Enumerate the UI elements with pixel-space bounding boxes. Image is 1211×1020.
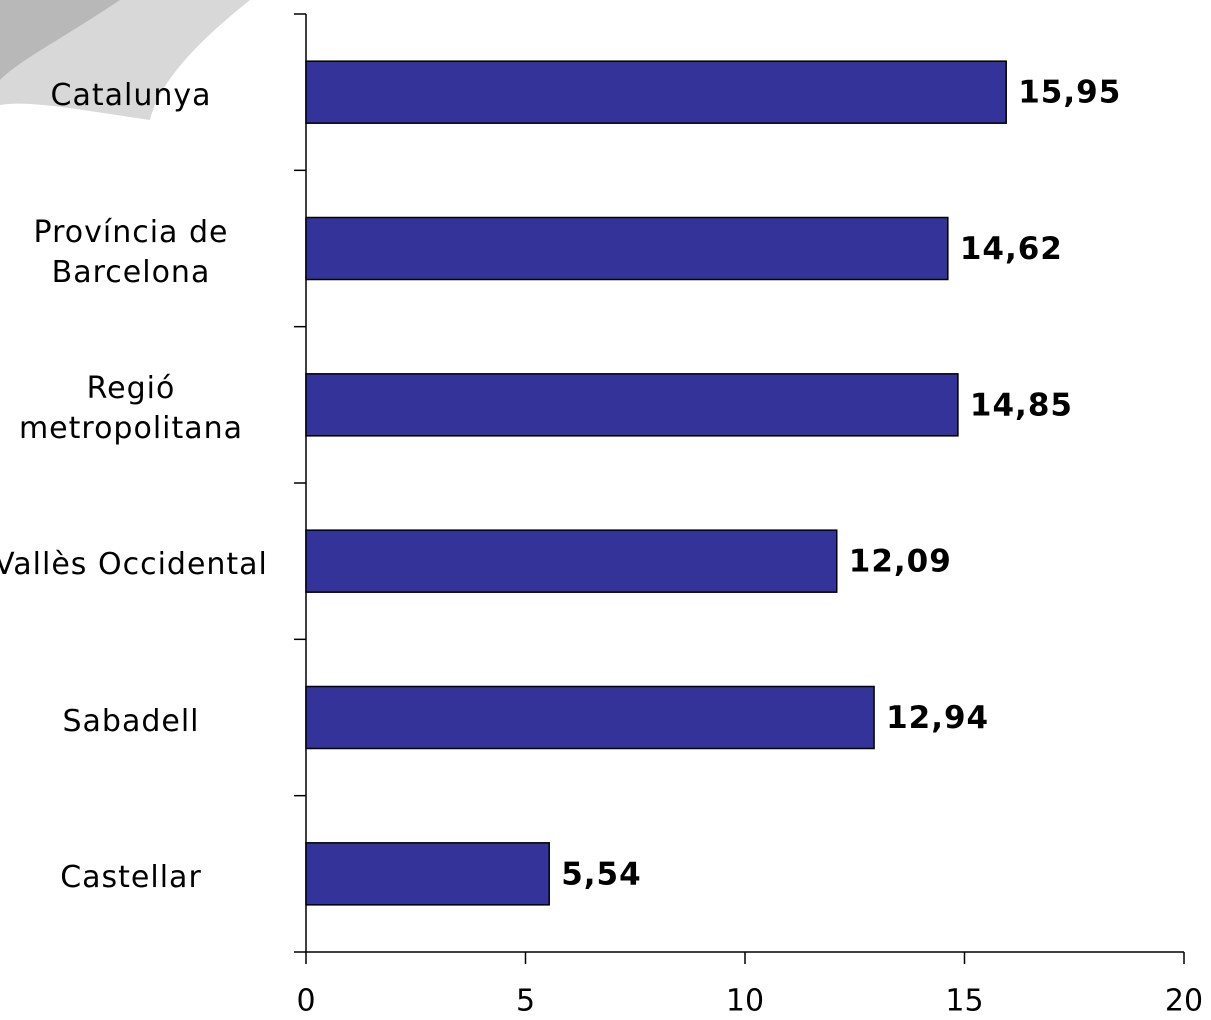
background-decoration xyxy=(0,0,120,80)
bar xyxy=(305,529,838,593)
x-tick-label: 20 xyxy=(1165,984,1203,1019)
y-tick-label: Sabadell xyxy=(62,703,200,739)
bar xyxy=(305,60,1007,124)
x-tick-label: 10 xyxy=(726,984,764,1019)
x-tick-label: 0 xyxy=(296,984,315,1019)
value-label: 5,54 xyxy=(561,856,642,892)
x-tick-label: 5 xyxy=(516,984,535,1019)
bar xyxy=(305,842,550,906)
bar xyxy=(305,216,949,281)
value-label: 15,95 xyxy=(1018,75,1121,111)
x-tick-label: 15 xyxy=(945,984,983,1019)
bar xyxy=(305,685,875,750)
value-label: 12,94 xyxy=(886,700,989,736)
value-label: 14,62 xyxy=(960,231,1063,267)
y-tick-label: Catalunya xyxy=(50,78,212,114)
value-label: 14,85 xyxy=(970,387,1073,423)
y-tick-label: Regió metropolitana xyxy=(18,370,244,446)
bar xyxy=(305,373,959,437)
value-label: 12,09 xyxy=(849,544,952,580)
y-tick-label: Vallès Occidental xyxy=(0,547,268,583)
y-tick-label: Província de Barcelona xyxy=(33,214,229,290)
y-tick-label: Castellar xyxy=(60,859,202,895)
